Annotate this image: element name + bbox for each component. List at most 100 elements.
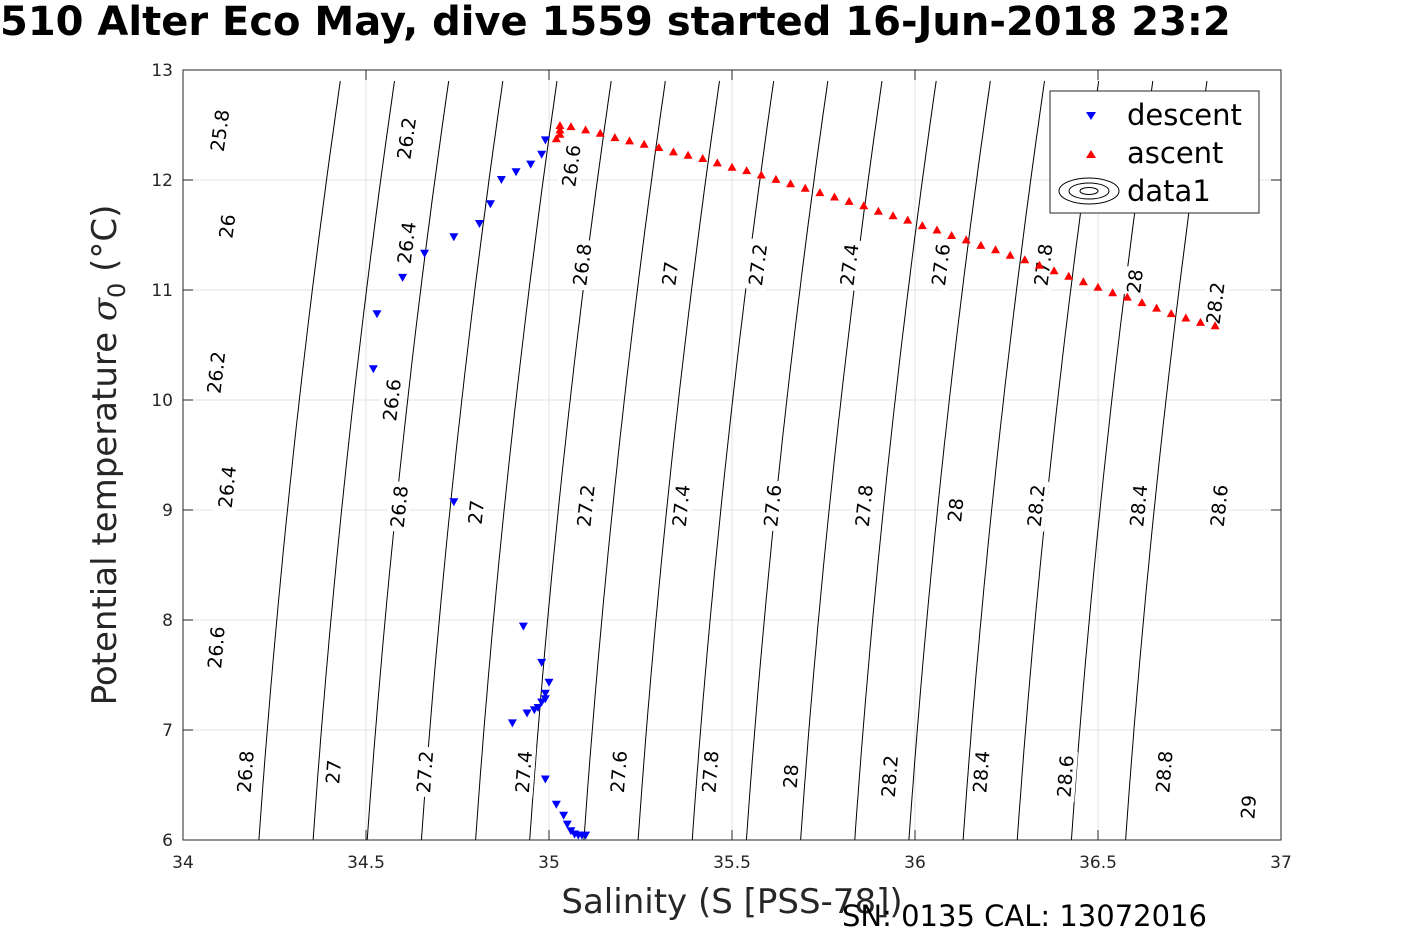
- descent-point: [537, 698, 547, 707]
- descent-point: [562, 820, 572, 829]
- x-axis-label: Salinity (S [PSS-78]): [561, 882, 902, 922]
- ascent-point: [1210, 321, 1220, 330]
- ascent-point: [786, 179, 796, 188]
- contour-label-bg: [214, 210, 240, 242]
- y-tick-label: 6: [162, 831, 173, 851]
- contour-label-bg: [232, 746, 259, 798]
- isopycnal-line: [637, 80, 720, 840]
- y-tick-label: 7: [162, 721, 173, 741]
- contour-label: 28.6: [1207, 484, 1233, 528]
- ascent-point: [566, 122, 576, 131]
- contour-label: 28: [780, 763, 804, 789]
- contour-label-bg: [778, 761, 803, 792]
- ascent-point: [800, 183, 810, 192]
- contour-label: 26.6: [379, 378, 406, 423]
- descent-point: [372, 310, 382, 319]
- contour-label-bg: [743, 238, 772, 291]
- descent-point: [537, 150, 547, 159]
- contour-label-bg: [758, 479, 786, 532]
- contour-label: 26.4: [394, 220, 421, 265]
- ascent-point: [976, 240, 986, 249]
- y-tick-label: 9: [162, 501, 173, 521]
- contour-label-bg: [1121, 265, 1148, 297]
- x-tick-label: 35: [538, 853, 560, 873]
- isopycnal-line: [854, 80, 937, 840]
- ascent-point: [961, 235, 971, 244]
- ascent-point: [859, 201, 869, 210]
- x-tick-label: 34: [172, 853, 194, 873]
- ascent-point: [727, 162, 737, 171]
- legend-ascent-marker: [1086, 150, 1096, 158]
- y-tick-label: 12: [151, 171, 173, 191]
- descent-point: [529, 706, 539, 715]
- descent-point: [511, 168, 521, 177]
- contour-label: 27.6: [760, 484, 786, 528]
- contour-label: 27.8: [852, 484, 878, 528]
- contour-label: 26.6: [204, 625, 230, 669]
- isopycnal-line: [420, 80, 504, 840]
- descent-point: [518, 622, 528, 631]
- descent-point: [537, 658, 547, 667]
- y-tick-label: 10: [151, 391, 173, 411]
- ascent-point: [712, 158, 722, 167]
- contour-label: 27.4: [669, 484, 695, 528]
- ascent-point: [771, 174, 781, 183]
- descent-point: [559, 811, 569, 820]
- isopycnal-line: [962, 80, 1045, 840]
- legend-data1-label: data1: [1127, 174, 1211, 208]
- contour-label-bg: [572, 479, 600, 532]
- ascent-point: [1108, 288, 1118, 297]
- ascent-point: [625, 136, 635, 145]
- contour-label: 27.2: [413, 750, 438, 794]
- y-tick-label: 11: [151, 281, 173, 301]
- isopycnal-line: [745, 80, 829, 840]
- contour-label-bg: [205, 104, 234, 157]
- contour-label-bg: [697, 745, 723, 798]
- y-axis-label-symbol: σ: [85, 297, 125, 321]
- contour-label: 28.4: [1126, 484, 1152, 528]
- descent-point: [420, 249, 430, 258]
- descent-point: [485, 200, 495, 209]
- contour-label-bg: [942, 494, 968, 526]
- contour-label: 26: [215, 213, 240, 240]
- ascent-point: [1181, 313, 1191, 322]
- y-axis-label-subscript: 0: [103, 283, 131, 298]
- descent-point: [522, 709, 532, 718]
- contour-label-bg: [385, 480, 413, 533]
- ascent-point: [742, 166, 752, 175]
- ascent-point: [654, 143, 664, 151]
- ascent-point: [903, 215, 913, 224]
- y-axis-label-text: Potential temperature: [85, 321, 125, 705]
- x-tick-label: 35.5: [713, 853, 751, 873]
- descent-point: [526, 160, 536, 169]
- contour-label: 27.4: [837, 242, 864, 287]
- x-tick-label: 37: [1270, 853, 1292, 873]
- ascent-point: [555, 129, 565, 138]
- contour-label-bg: [667, 479, 695, 532]
- contour-label-bg: [202, 621, 230, 674]
- isopycnal-line: [691, 80, 775, 840]
- legend-descent-label: descent: [1127, 98, 1242, 132]
- contour-label-bg: [556, 139, 586, 192]
- ascent-point: [888, 211, 898, 220]
- descent-point: [398, 273, 408, 282]
- contour-label-bg: [1124, 479, 1152, 532]
- contour-label-bg: [657, 258, 683, 289]
- contour-label: 27.4: [512, 750, 537, 794]
- descent-point: [496, 176, 506, 184]
- ascent-point: [947, 231, 957, 239]
- contour-label-bg: [1029, 238, 1058, 291]
- legend: descent ascent data1: [1049, 90, 1260, 214]
- isopycnal-line: [312, 80, 395, 840]
- contour-label: 26.8: [234, 750, 259, 794]
- contour-label-bg: [321, 757, 346, 787]
- contour-label: 28.6: [1054, 754, 1079, 798]
- ascent-point: [555, 125, 565, 134]
- contour-label-bg: [1052, 750, 1078, 803]
- contour-label-bg: [926, 238, 955, 291]
- ascent-point: [1020, 255, 1030, 264]
- ascent-point: [1166, 309, 1176, 318]
- ascent-point: [1137, 298, 1147, 307]
- ascent-point: [698, 154, 708, 162]
